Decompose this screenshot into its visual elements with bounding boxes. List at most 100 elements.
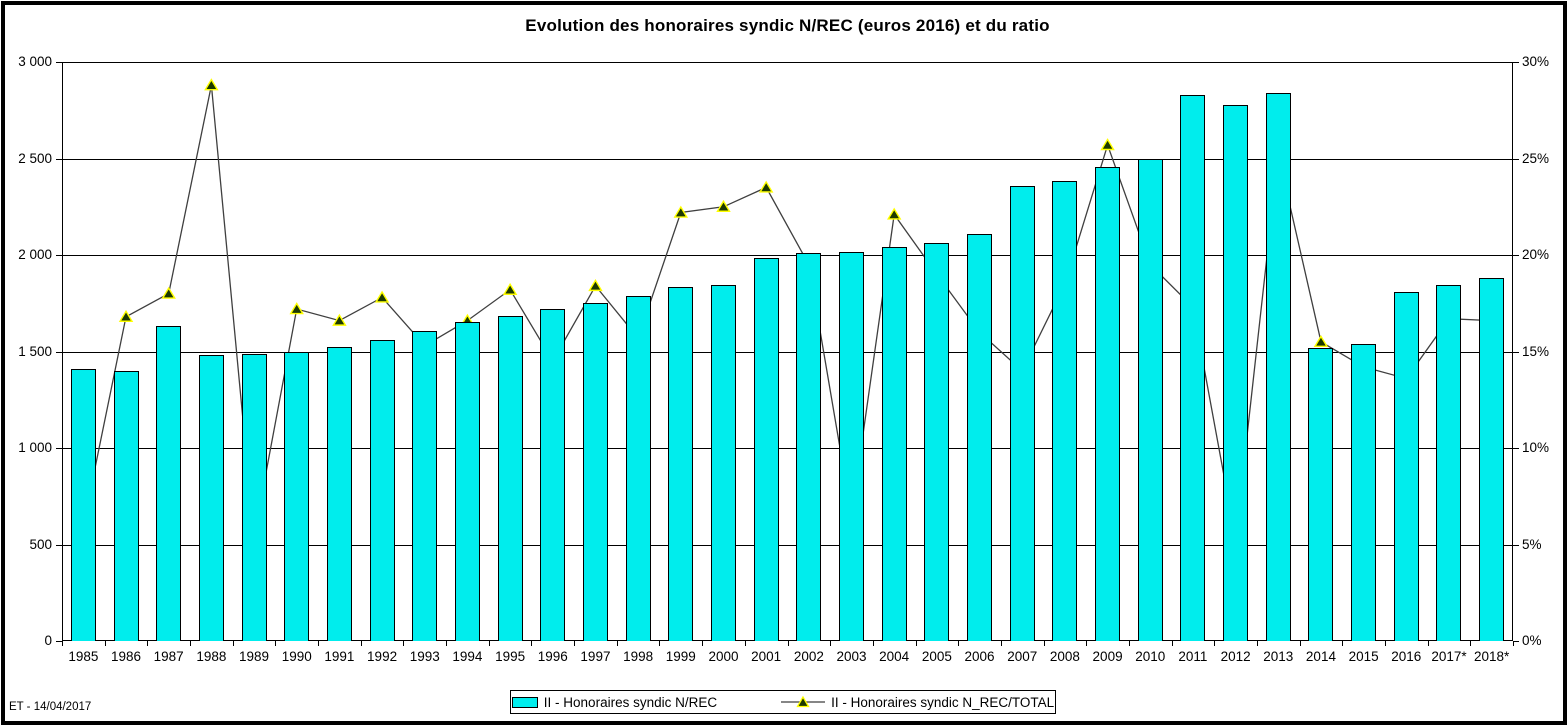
bar-1993: [412, 331, 438, 641]
x-axis-tick: [1128, 641, 1130, 646]
legend-entry-bars: II - Honoraires syndic N/REC: [511, 694, 718, 710]
x-axis-tick: [744, 641, 746, 646]
y-axis-left-label: 2 000: [18, 247, 52, 262]
bar-1990: [284, 352, 310, 641]
bar-2004: [881, 247, 907, 641]
x-axis-label: 1993: [409, 649, 440, 664]
bar-1996: [540, 309, 566, 641]
ratio-marker-1992: [374, 290, 390, 303]
x-axis-label: 1995: [495, 649, 526, 664]
gridline: [63, 544, 1512, 546]
x-axis-label: 2002: [793, 649, 824, 664]
gridline: [63, 158, 1512, 160]
x-axis-label: 1999: [665, 649, 696, 664]
x-axis-label: 1991: [324, 649, 355, 664]
x-axis-tick: [403, 641, 405, 646]
x-axis-tick: [147, 641, 149, 646]
right-axis-tick: [1513, 62, 1519, 63]
x-axis-label: 1996: [537, 649, 568, 664]
ratio-line-series: [76, 78, 1499, 544]
x-axis-label: 2015: [1348, 649, 1379, 664]
x-axis-label: 2017*: [1431, 649, 1467, 664]
y-axis-left-label: 1 500: [18, 343, 52, 359]
x-axis-label: 2008: [1049, 649, 1080, 664]
x-axis-tick: [1043, 641, 1045, 646]
left-axis-tick: [56, 255, 62, 256]
bar-1986: [113, 370, 139, 641]
bar-2015: [1351, 343, 1377, 641]
bar-1989: [241, 354, 267, 641]
legend-entry-line: II - Honoraires syndic N_REC/TOTAL: [781, 695, 1054, 710]
bar-1992: [369, 339, 395, 641]
ratio-marker-2014: [1313, 334, 1329, 348]
x-axis-label: 2003: [836, 649, 867, 664]
left-axis-tick: [56, 448, 62, 449]
x-axis-tick: [787, 641, 789, 646]
bar-2007: [1009, 185, 1035, 641]
y-axis-left-label: 2 500: [18, 150, 52, 166]
legend-box: II - Honoraires syndic N/REC II - Honora…: [510, 690, 1056, 714]
x-axis-label: 2009: [1092, 649, 1123, 664]
x-axis-label: 2004: [879, 649, 910, 664]
x-axis-label: 1985: [68, 649, 99, 664]
x-axis-tick: [1299, 641, 1301, 646]
x-axis-label: 1989: [239, 649, 270, 664]
x-axis-label: 2000: [708, 649, 739, 664]
bar-2001: [753, 257, 779, 641]
ratio-marker-1999: [673, 205, 689, 218]
bar-1999: [668, 286, 694, 641]
x-axis-label: 1994: [452, 649, 483, 664]
x-axis-label: 1997: [580, 649, 611, 664]
right-axis-tick: [1513, 448, 1519, 449]
bar-2009: [1095, 167, 1121, 641]
x-axis-label: 1990: [281, 649, 312, 664]
right-axis-tick: [1513, 255, 1519, 256]
gridline: [63, 351, 1512, 353]
x-axis-tick: [1256, 641, 1258, 646]
x-axis-tick: [1513, 641, 1514, 646]
x-axis-tick: [872, 641, 874, 646]
bar-2006: [967, 233, 993, 641]
y-axis-right-label: 30%: [1522, 54, 1550, 69]
x-axis-tick: [1384, 641, 1386, 646]
x-axis-tick: [659, 641, 661, 646]
y-axis-right-label: 5%: [1522, 536, 1542, 552]
x-axis-tick: [446, 641, 448, 646]
x-axis-tick: [830, 641, 832, 646]
y-axis-left-label: 0: [44, 633, 52, 648]
x-axis-label: 2014: [1305, 649, 1336, 664]
x-axis-label: 2016: [1391, 649, 1422, 664]
bar-2000: [710, 284, 736, 641]
left-axis-tick: [56, 351, 62, 353]
legend-line-marker-icon: [781, 695, 826, 708]
legend-bar-swatch: [511, 696, 538, 708]
x-axis-tick: [275, 641, 277, 646]
right-axis-tick: [1513, 544, 1519, 546]
x-axis-label: 2007: [1007, 649, 1038, 664]
x-axis-tick: [318, 641, 320, 646]
x-axis-tick: [190, 641, 192, 646]
legend-bar-label: II - Honoraires syndic N/REC: [543, 694, 718, 710]
ratio-marker-2009: [1100, 138, 1115, 151]
bar-2008: [1052, 180, 1078, 641]
right-axis-tick: [1513, 158, 1519, 160]
footer-note: ET - 14/04/2017: [9, 701, 92, 713]
ratio-marker-1986: [118, 309, 134, 322]
x-axis-label: 1988: [196, 649, 227, 664]
bar-2005: [924, 243, 950, 641]
x-axis-label: 2018*: [1474, 649, 1510, 664]
x-axis-label: 1992: [367, 649, 398, 664]
x-axis-label: 2013: [1263, 649, 1294, 664]
x-axis-label: 1998: [623, 649, 654, 664]
x-axis-label: 1987: [153, 649, 184, 664]
y-axis-right-label: 15%: [1522, 343, 1550, 359]
left-axis-tick: [56, 62, 62, 63]
bar-1995: [497, 315, 523, 641]
x-axis-label: 1986: [110, 649, 142, 664]
left-axis-tick: [56, 641, 62, 642]
x-axis-tick: [1470, 641, 1472, 646]
x-axis-label: 2011: [1178, 649, 1208, 664]
x-axis-tick: [616, 641, 618, 646]
left-axis-tick: [56, 544, 62, 546]
bar-1994: [454, 321, 480, 641]
